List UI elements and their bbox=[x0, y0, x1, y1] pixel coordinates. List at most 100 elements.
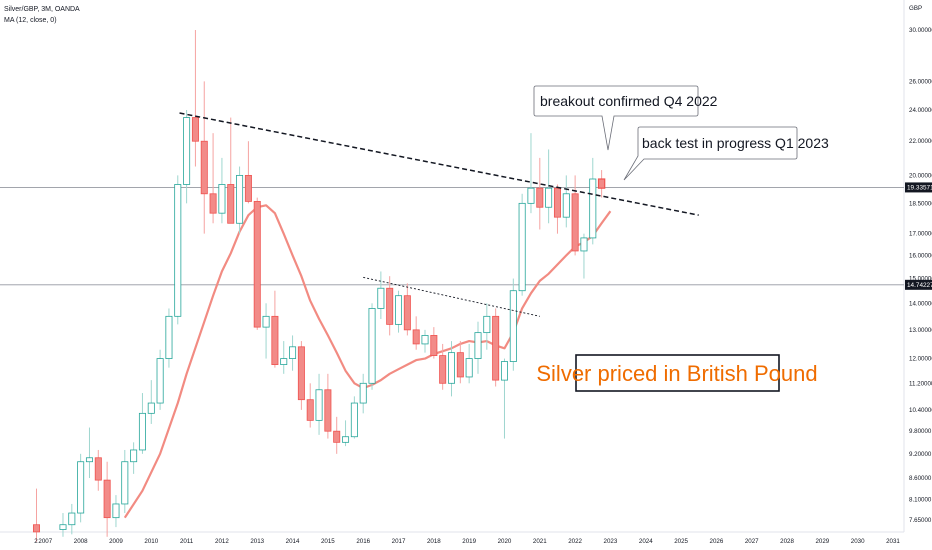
candle-body bbox=[403, 295, 411, 331]
candle bbox=[430, 327, 438, 359]
candle bbox=[94, 449, 102, 491]
candle-body bbox=[156, 358, 164, 404]
y-tick-label: 20.00000 bbox=[909, 172, 932, 179]
candle bbox=[209, 133, 217, 224]
x-tick-label: 2010 bbox=[144, 538, 158, 545]
candle bbox=[562, 175, 570, 228]
candle-body bbox=[562, 193, 570, 218]
candle-body bbox=[191, 117, 199, 142]
x-tick-label: 2017 bbox=[392, 538, 406, 545]
ma-line bbox=[123, 204, 612, 519]
candle-body bbox=[545, 187, 553, 208]
candle bbox=[395, 290, 403, 333]
candle bbox=[147, 380, 155, 424]
candle-body bbox=[147, 402, 155, 414]
candle-body bbox=[306, 399, 314, 421]
price-tag-label: 19.33571 bbox=[907, 185, 932, 192]
candle-body bbox=[94, 457, 102, 481]
candle-body bbox=[483, 315, 491, 334]
candle-body bbox=[597, 178, 606, 189]
candle-body bbox=[112, 503, 120, 519]
candle-body bbox=[32, 524, 40, 533]
candle-body bbox=[253, 201, 261, 328]
chart-title: Silver priced in British Pound bbox=[536, 361, 817, 386]
candle-body bbox=[262, 315, 270, 328]
grid-lines bbox=[0, 0, 905, 533]
callout-backtest-text: back test in progress Q1 2023 bbox=[642, 135, 829, 151]
candle-body bbox=[509, 290, 517, 362]
candle-body bbox=[456, 352, 464, 378]
symbol-header: Silver/GBP, 3M, OANDA bbox=[4, 6, 80, 13]
candle-body bbox=[174, 184, 182, 317]
candle-body bbox=[77, 461, 85, 514]
candle bbox=[183, 110, 191, 204]
x-tick-label: 2012 bbox=[215, 538, 229, 545]
candle-body bbox=[209, 193, 217, 214]
candle-body bbox=[492, 315, 500, 381]
candle-body bbox=[421, 335, 429, 345]
x-tick-label: 2014 bbox=[286, 538, 300, 545]
candle-body bbox=[359, 382, 367, 404]
x-tick-label: 2023 bbox=[604, 538, 618, 545]
candle-body bbox=[518, 202, 526, 292]
x-tick-label: 2011 bbox=[180, 538, 194, 545]
x-tick-label: 2024 bbox=[639, 538, 653, 545]
candle-body bbox=[183, 117, 191, 185]
trendline-0 bbox=[179, 112, 699, 216]
candle bbox=[165, 308, 173, 368]
candle bbox=[386, 276, 394, 336]
x-tick-label: 2007 bbox=[38, 538, 52, 545]
x-tick-label: 2 bbox=[34, 538, 38, 545]
candle bbox=[174, 175, 182, 325]
candle bbox=[412, 316, 420, 350]
y-tick-label: 16.00000 bbox=[909, 252, 932, 259]
y-tick-label: 8.10000 bbox=[909, 497, 932, 504]
candle bbox=[421, 329, 429, 353]
candle bbox=[474, 321, 482, 374]
candle bbox=[77, 453, 85, 523]
candle bbox=[280, 341, 288, 374]
candle bbox=[571, 175, 579, 256]
callout-backtest-bubble bbox=[623, 126, 798, 181]
candle-body bbox=[227, 184, 235, 224]
candle bbox=[297, 341, 305, 410]
candle-body bbox=[386, 287, 394, 325]
y-tick-label: 7.65000 bbox=[909, 517, 932, 524]
candle bbox=[262, 303, 270, 359]
candle-body bbox=[377, 287, 385, 309]
candle bbox=[218, 157, 226, 224]
candle bbox=[377, 271, 385, 319]
indicator-header: MA (12, close, 0) bbox=[4, 17, 57, 24]
y-tick-label: 24.00000 bbox=[909, 107, 932, 114]
candle-body bbox=[271, 315, 279, 365]
candles-series bbox=[32, 30, 606, 542]
candle-body bbox=[244, 174, 252, 202]
x-tick-label: 2026 bbox=[710, 538, 724, 545]
candle bbox=[138, 393, 146, 454]
callout-breakout-bubble bbox=[533, 85, 699, 151]
x-tick-label: 2031 bbox=[886, 538, 900, 545]
y-tick-label: 26.00000 bbox=[909, 78, 932, 85]
candle bbox=[456, 341, 464, 384]
x-tick-label: 2027 bbox=[745, 538, 759, 545]
candle bbox=[191, 30, 199, 167]
candle bbox=[227, 117, 235, 224]
candle-body bbox=[589, 178, 597, 239]
candle bbox=[130, 442, 138, 474]
candle bbox=[403, 283, 411, 336]
candle bbox=[368, 303, 376, 390]
candle bbox=[112, 495, 120, 528]
candle bbox=[103, 461, 111, 537]
title-box: Silver priced in British Pound bbox=[536, 354, 818, 392]
x-tick-label: 2009 bbox=[109, 538, 123, 545]
candle bbox=[553, 184, 561, 234]
candle-body bbox=[280, 358, 288, 365]
candle-body bbox=[138, 412, 146, 451]
candle-body bbox=[527, 187, 535, 204]
candle-body bbox=[200, 140, 208, 195]
candle-body bbox=[430, 335, 438, 356]
candle bbox=[509, 278, 517, 371]
x-tick-label: 2018 bbox=[427, 538, 441, 545]
x-tick-label: 2019 bbox=[462, 538, 476, 545]
